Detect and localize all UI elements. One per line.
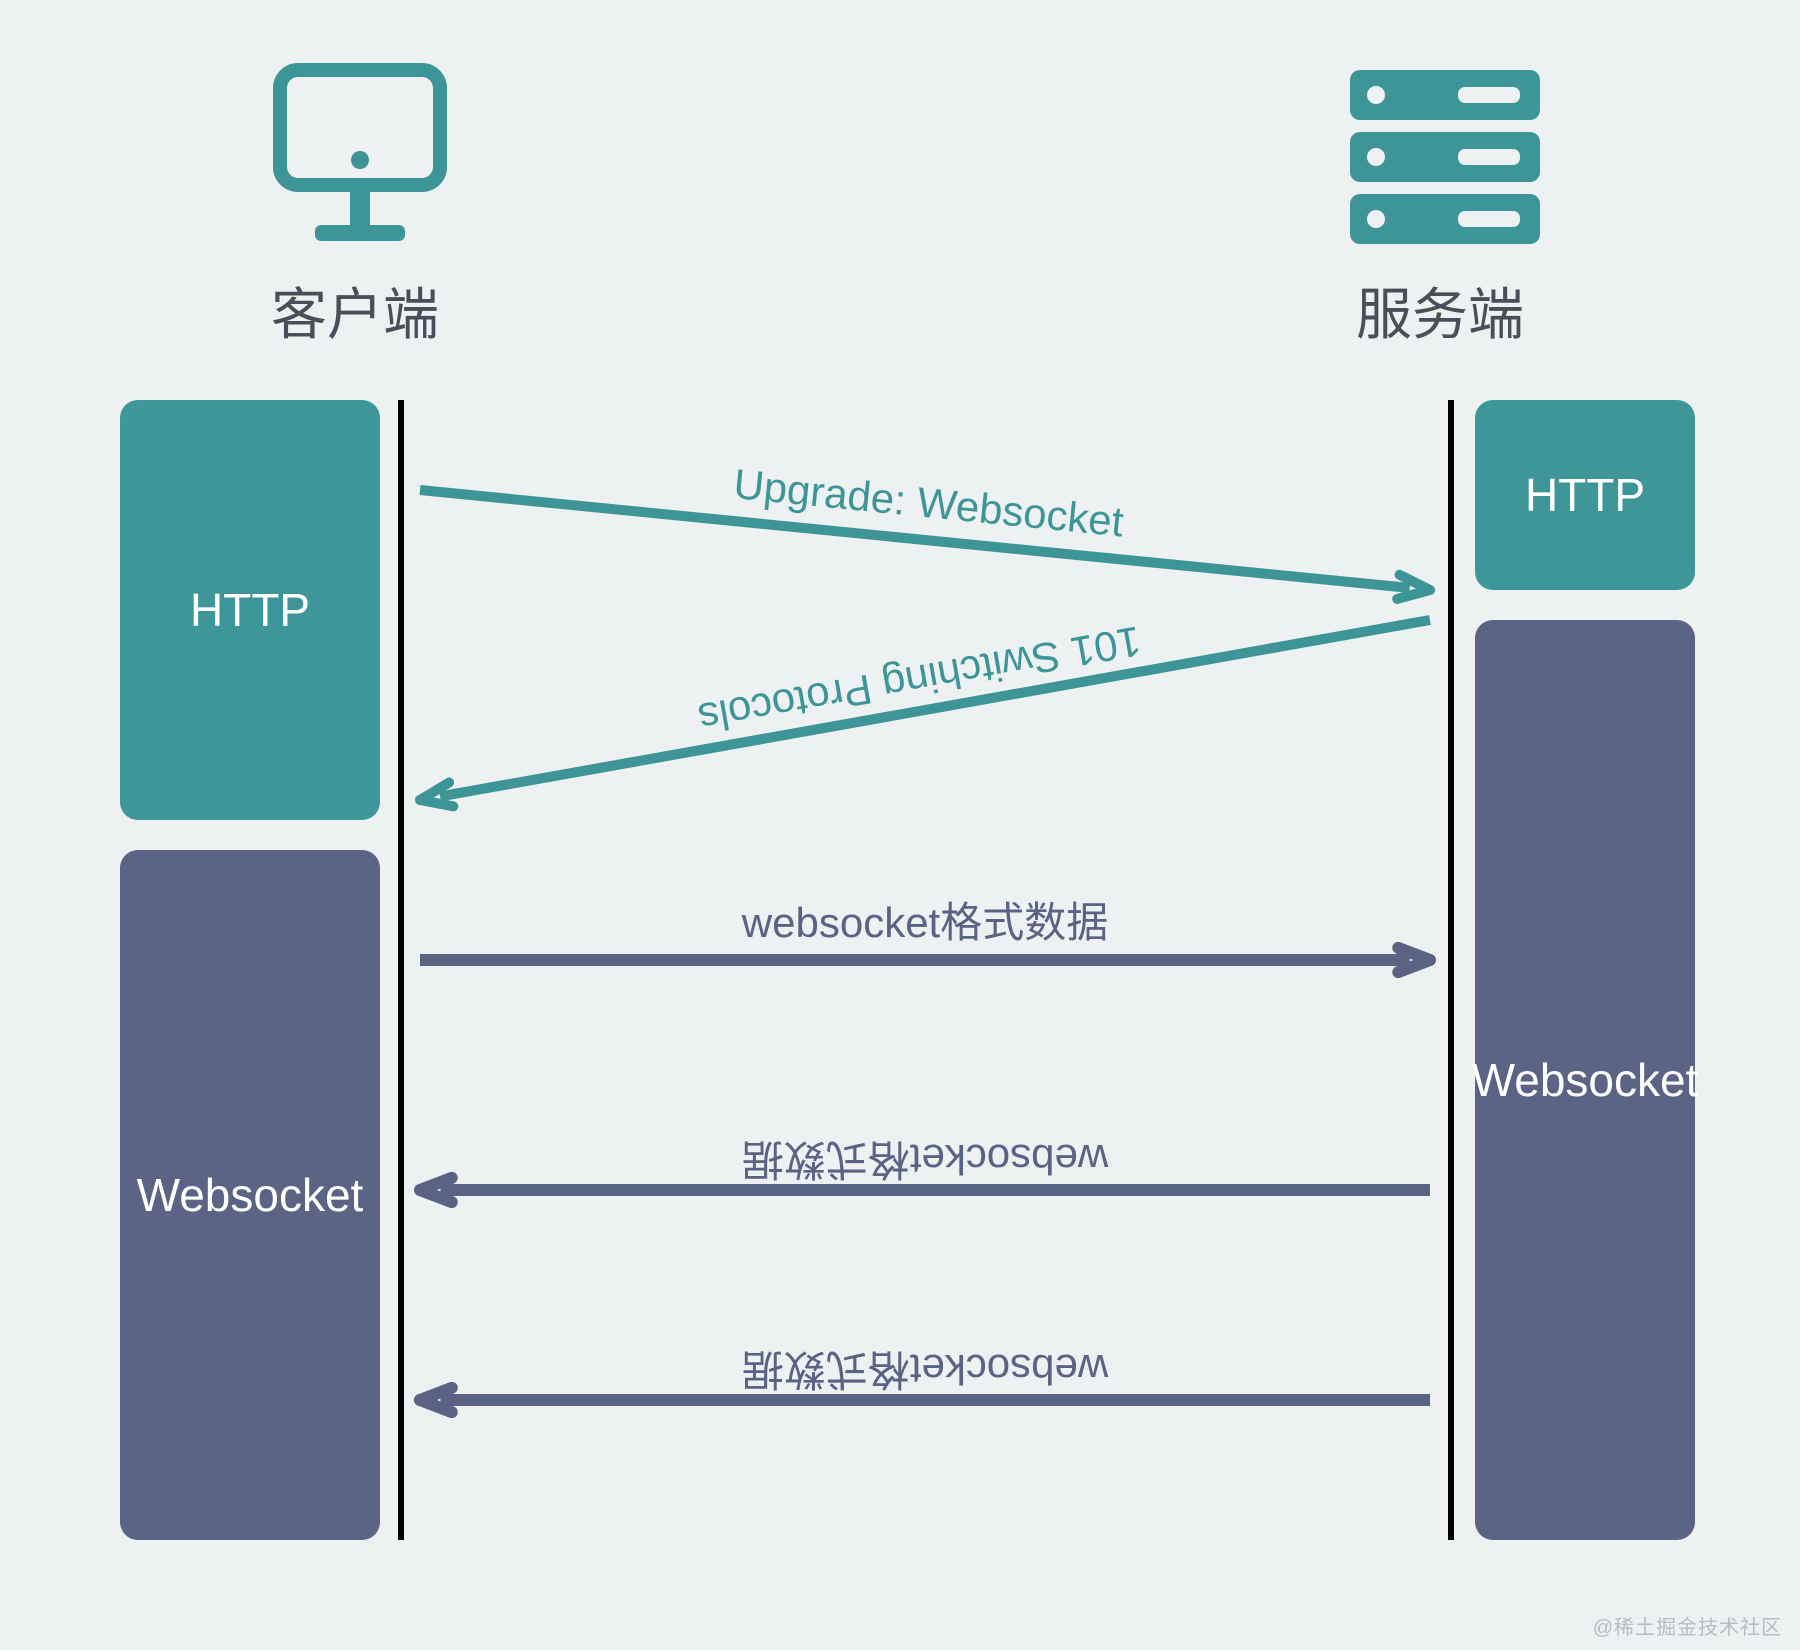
client-header-label: 客户端 bbox=[225, 270, 485, 351]
diagram-canvas: 客户端 服务端 HTTP Websocket HTTP Websocket Up… bbox=[0, 0, 1800, 1650]
arrow-label-upgrade: Upgrade: Websocket bbox=[732, 460, 1126, 545]
server-lifeline bbox=[1448, 400, 1454, 1540]
arrow-label-ws2: websocket格式数据 bbox=[742, 1136, 1109, 1183]
server-http-label: HTTP bbox=[1525, 468, 1645, 522]
arrow-label-ws1: websocket格式数据 bbox=[741, 899, 1108, 946]
server-http-box: HTTP bbox=[1475, 400, 1695, 590]
server-header-label: 服务端 bbox=[1310, 270, 1570, 351]
client-websocket-label: Websocket bbox=[137, 1168, 364, 1222]
arrow-label-ws3: websocket格式数据 bbox=[742, 1346, 1109, 1393]
server-websocket-label: Websocket bbox=[1472, 1053, 1699, 1107]
client-monitor-icon bbox=[270, 60, 450, 250]
client-websocket-box: Websocket bbox=[120, 850, 380, 1540]
watermark-text: @稀土掘金技术社区 bbox=[1593, 1611, 1782, 1640]
client-lifeline bbox=[398, 400, 404, 1540]
arrow-switching bbox=[440, 620, 1430, 796]
arrow-upgrade bbox=[420, 490, 1410, 588]
client-http-box: HTTP bbox=[120, 400, 380, 820]
client-http-label: HTTP bbox=[190, 583, 310, 637]
server-rack-icon bbox=[1350, 70, 1540, 245]
server-websocket-box: Websocket bbox=[1475, 620, 1695, 1540]
arrow-label-switching: 101 Switching Protocols bbox=[695, 617, 1145, 742]
